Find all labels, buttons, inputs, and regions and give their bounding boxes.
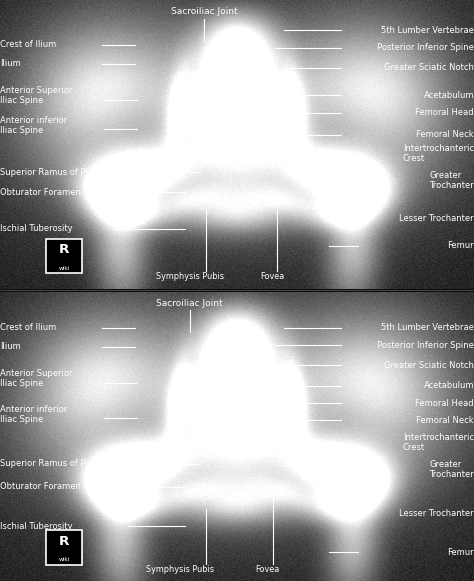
Text: Greater Sciatic Notch: Greater Sciatic Notch	[384, 63, 474, 73]
Text: Acetabulum: Acetabulum	[423, 91, 474, 100]
Text: R: R	[59, 535, 69, 548]
Text: Intertrochanteric
Crest: Intertrochanteric Crest	[403, 144, 474, 163]
Text: Obturator Foramen: Obturator Foramen	[0, 482, 81, 492]
Text: Femoral Neck: Femoral Neck	[416, 416, 474, 425]
Text: Ischial Tuberosity: Ischial Tuberosity	[0, 224, 73, 233]
Text: Anterior inferior
Iliac Spine: Anterior inferior Iliac Spine	[0, 405, 67, 424]
Text: Sacrum: Sacrum	[201, 123, 235, 132]
Text: Obturator Foramen: Obturator Foramen	[0, 188, 81, 197]
Text: Superior Ramus of Pubis: Superior Ramus of Pubis	[0, 168, 103, 177]
Text: wiki: wiki	[58, 266, 70, 271]
Text: Greater Sciatic Notch: Greater Sciatic Notch	[384, 361, 474, 370]
Text: Anterior Superior
Iliac Spine: Anterior Superior Iliac Spine	[0, 369, 73, 388]
Text: Lesser Trochanter: Lesser Trochanter	[400, 214, 474, 223]
Text: Lesser Trochanter: Lesser Trochanter	[400, 508, 474, 518]
Text: Sacrum: Sacrum	[206, 419, 239, 428]
Text: Fovea: Fovea	[260, 272, 285, 281]
Text: Femur: Femur	[447, 242, 474, 250]
Text: Posterior Inferior Spine: Posterior Inferior Spine	[377, 43, 474, 52]
Text: 5th Lumber Vertebrae: 5th Lumber Vertebrae	[381, 26, 474, 35]
Text: Anterior inferior
Iliac Spine: Anterior inferior Iliac Spine	[0, 116, 67, 135]
Text: Symphysis Pubis: Symphysis Pubis	[146, 565, 214, 574]
Bar	[46, 239, 82, 274]
Text: Femoral Neck: Femoral Neck	[416, 130, 474, 139]
Text: Femur: Femur	[447, 547, 474, 557]
Bar	[46, 530, 82, 565]
Text: Fovea: Fovea	[255, 565, 280, 574]
Text: R: R	[59, 243, 69, 256]
Text: Greater
Trochanter: Greater Trochanter	[429, 460, 474, 479]
Text: wiki: wiki	[58, 557, 70, 562]
Text: Ischial Tuberosity: Ischial Tuberosity	[0, 522, 73, 530]
Text: Symphysis Pubis: Symphysis Pubis	[155, 272, 224, 281]
Text: Superior Ramus of Pubis: Superior Ramus of Pubis	[0, 460, 103, 468]
Text: Ilium: Ilium	[0, 59, 21, 68]
Text: Posterior Inferior Spine: Posterior Inferior Spine	[377, 340, 474, 350]
Text: Intertrochanteric
Crest: Intertrochanteric Crest	[403, 433, 474, 451]
Text: Crest of Ilium: Crest of Ilium	[0, 324, 56, 332]
Text: Greater
Trochanter: Greater Trochanter	[429, 171, 474, 191]
Text: Femoral Head: Femoral Head	[415, 399, 474, 407]
Text: Crest of Ilium: Crest of Ilium	[0, 40, 56, 49]
Text: Femoral Head: Femoral Head	[415, 108, 474, 117]
Text: Acetabulum: Acetabulum	[423, 381, 474, 390]
Text: Sacroiliac Joint: Sacroiliac Joint	[156, 299, 223, 308]
Text: Anterior Superior
Iliac Spine: Anterior Superior Iliac Spine	[0, 86, 73, 105]
Text: Sacroiliac Joint: Sacroiliac Joint	[171, 7, 237, 16]
Text: 5th Lumber Vertebrae: 5th Lumber Vertebrae	[381, 324, 474, 332]
Text: Ilium: Ilium	[0, 342, 21, 351]
